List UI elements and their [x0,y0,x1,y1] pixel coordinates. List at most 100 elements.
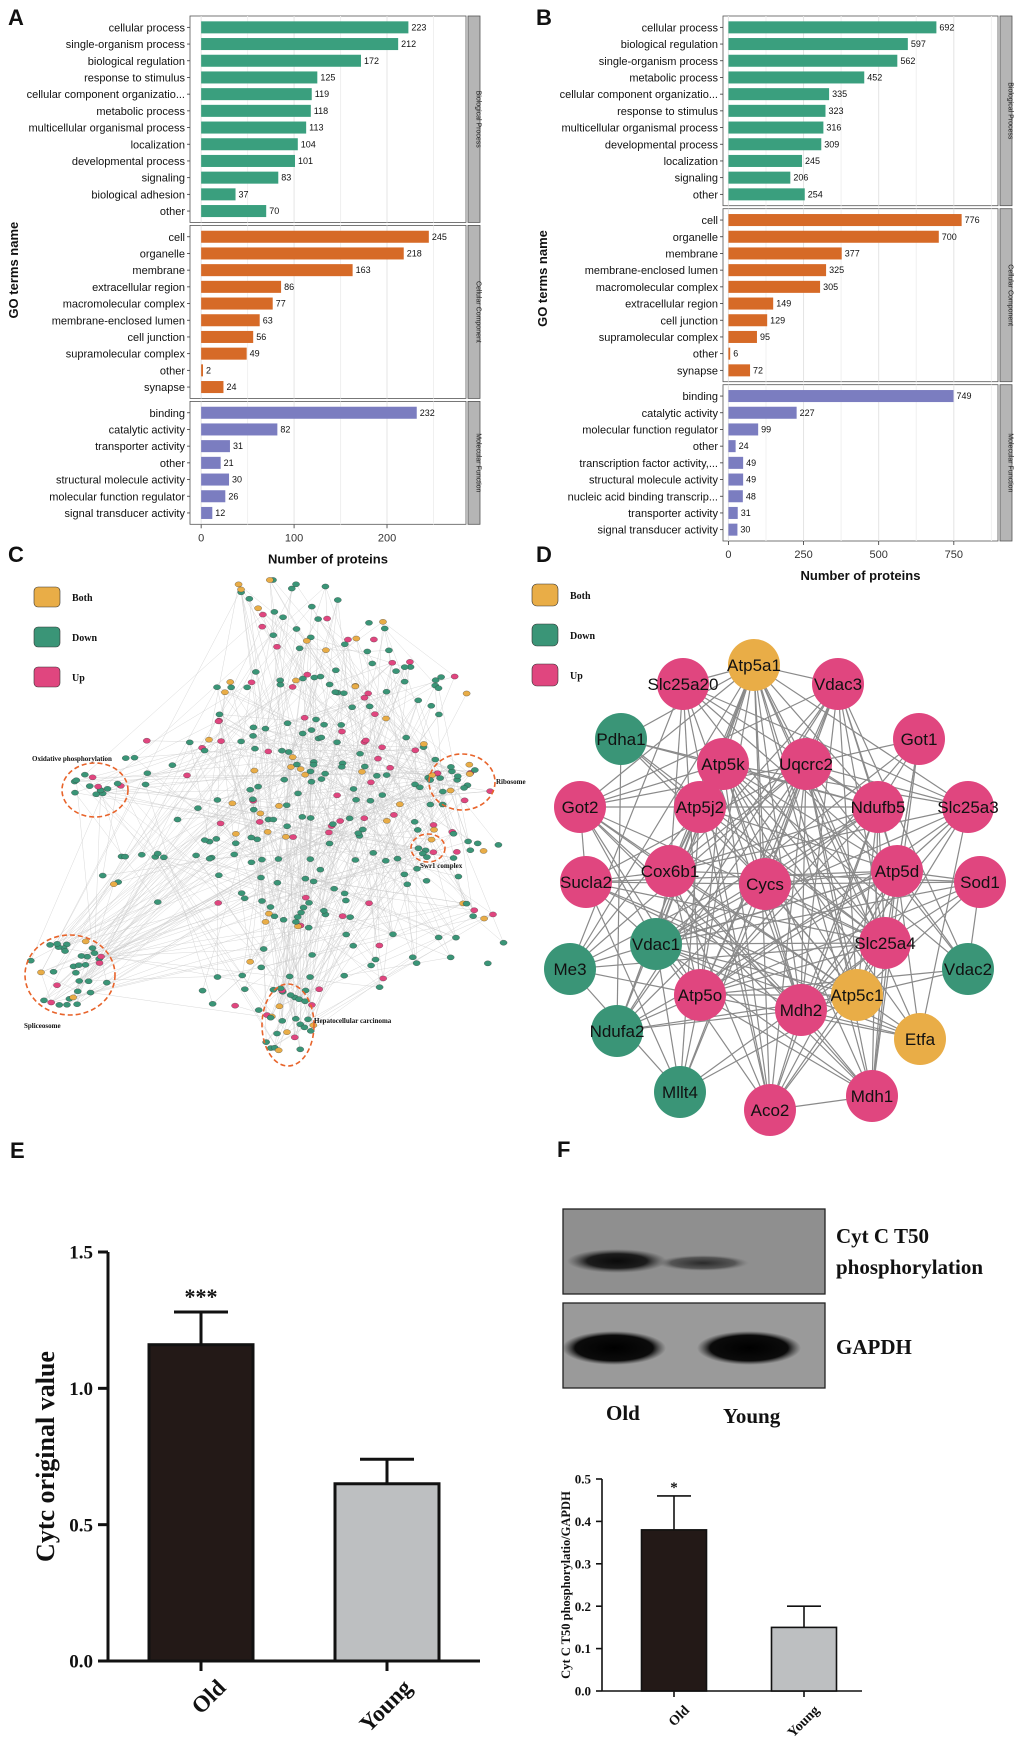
network-edge [353,788,439,938]
network-node [122,755,130,761]
network-edge [313,782,372,1026]
network-edge [145,719,317,785]
bar [201,154,296,167]
network-node [308,952,316,958]
category-label: cell junction [661,315,718,327]
network-node [73,1001,81,1007]
network-node [273,1030,281,1037]
network-edge [342,800,465,917]
gene-node [852,781,904,833]
network-node [388,659,397,666]
network-edge [367,651,380,946]
blot-lane-young: Young [723,1404,781,1428]
network-node [282,834,290,840]
network-node [246,786,254,793]
category-label: cell [168,232,185,244]
network-edge [800,683,839,1011]
network-edge [365,740,431,781]
gene-node-label: Atp5o [678,986,722,1005]
bar [201,330,254,343]
network-edge [769,763,807,1111]
network-node [258,898,266,904]
network-node [143,737,151,744]
network-edge [434,685,444,792]
network-edge [76,773,438,1005]
network-node [200,837,209,843]
network-edge [364,741,398,859]
category-label: synapse [144,382,185,394]
network-c: Oxidative phosphorylation Ribosome Swr1 co… [24,577,526,1067]
network-edge [220,740,345,976]
facet-strip-label: Cellular Component [1007,264,1014,326]
network-node [55,1002,64,1008]
category-label: biological regulation [621,39,718,51]
network-edge [655,738,920,945]
facet-panel [189,400,467,525]
network-node [121,853,129,860]
bar [728,230,939,243]
value-label: 6 [733,349,738,359]
network-edge [252,588,293,801]
network-edge [722,763,898,872]
network-node [368,660,376,667]
legend-swatch [531,583,559,607]
category-label: transporter activity [95,441,185,453]
network-edge [355,772,471,861]
bar [728,423,759,436]
network-node [473,840,482,847]
value-label: 49 [250,349,260,359]
network-node [356,750,364,757]
network-node [299,904,308,911]
network-node [386,765,394,771]
category-label: other [160,365,185,377]
blot-lane-old: Old [606,1401,640,1425]
value-label: 776 [965,215,980,225]
y-axis-title: Cyt C T50 phosphorylatio/GAPDH [559,1491,573,1679]
network-edge [252,799,280,1007]
network-edge [99,777,429,960]
network-node [160,854,168,861]
network-edge [102,829,418,876]
network-edge [202,809,255,991]
network-edge [315,697,365,720]
bar [201,314,260,327]
network-node [215,872,223,878]
network-node [338,728,346,735]
network-node [98,872,107,879]
network-edge [616,738,622,1032]
network-edge [585,881,886,944]
network-node [69,994,77,1001]
category-label: response to stimulus [617,106,718,118]
legend-label: Up [72,673,85,684]
network-node [113,780,122,787]
network-edge [329,662,393,685]
network-node [292,919,300,925]
network-edge [73,786,259,998]
network-node [296,1046,304,1053]
network-node [306,1028,315,1034]
value-label: 37 [239,189,249,199]
network-node [367,779,375,786]
network-edge [679,763,807,1093]
network-node [266,577,274,583]
network-node [278,747,286,754]
network-edge [87,770,255,957]
network-edge [258,685,436,787]
network-edge [76,780,93,949]
category-label: macromolecular complex [63,299,186,311]
bar [728,523,738,536]
value-label: 26 [228,491,238,501]
network-node [81,771,89,778]
network-node [434,934,443,941]
bar [201,347,247,360]
category-label: membrane [132,265,185,277]
facet-strip [999,208,1013,383]
network-node [273,880,282,886]
category-label: cell junction [128,332,185,344]
network-edge [919,806,969,1040]
network-node [279,917,288,923]
network-edge [309,637,312,978]
network-node [426,777,434,783]
network-edge [753,664,858,996]
gene-node [544,943,596,995]
